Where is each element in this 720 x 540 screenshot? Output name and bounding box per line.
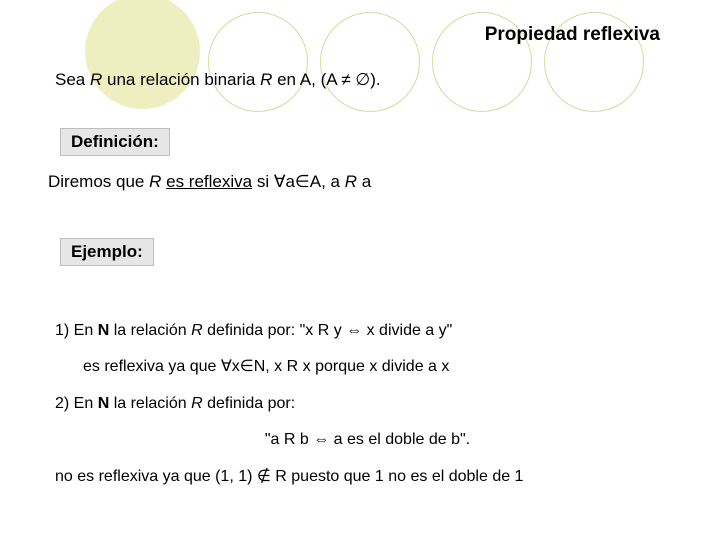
ex1-pre: En (74, 322, 98, 339)
example-label: Ejemplo: (60, 238, 154, 266)
ex2-mid: la relación (109, 395, 191, 412)
intro-pre: Sea (55, 70, 90, 89)
examples-block: 1) En N la relación R definida por: "x R… (55, 316, 680, 498)
ex1-num: 1) (55, 322, 74, 339)
ex1-mid: la relación (109, 322, 191, 339)
ex1-n: N (98, 322, 110, 339)
def-end: a (357, 172, 371, 191)
definition-label: Definición: (60, 128, 170, 156)
example-2-line3: no es reflexiva ya que (1, 1) ∉ R puesto… (55, 462, 680, 492)
def-post: si ∀a∈A, a (252, 172, 345, 191)
def-pre: Diremos que (48, 172, 149, 191)
ex2-n: N (98, 395, 110, 412)
bg-circle-filled (85, 0, 200, 109)
intro-r: R (90, 70, 102, 89)
bg-circle-3 (320, 12, 420, 112)
intro-r2: R (260, 70, 272, 89)
definition-text: Diremos que R es reflexiva si ∀a∈A, a R … (48, 172, 371, 192)
intro-rest: en A, (A ≠ ∅). (272, 70, 380, 89)
ex2-pre: En (74, 395, 98, 412)
ex1-r: R (191, 322, 203, 339)
ex2-r: R (191, 395, 203, 412)
ex2-rest: definida por: (203, 395, 296, 412)
ex1-rest: definida por: "x R y ⇔ x divide a y" (203, 322, 453, 339)
intro-mid: una relación binaria (102, 70, 260, 89)
example-2-line1: 2) En N la relación R definida por: (55, 389, 680, 419)
example-1-line1: 1) En N la relación R definida por: "x R… (55, 316, 680, 346)
ex2-num: 2) (55, 395, 74, 412)
page-title: Propiedad reflexiva (485, 24, 660, 46)
example-2-line2: "a R b ⇔ a es el doble de b". (55, 425, 680, 455)
bg-circle-2 (208, 12, 308, 112)
def-under: es reflexiva (166, 172, 252, 191)
intro-line: Sea R una relación binaria R en A, (A ≠ … (55, 70, 381, 90)
def-r: R (149, 172, 161, 191)
def-r2: R (345, 172, 357, 191)
example-1-line2: es reflexiva ya que ∀x∈N, x R x porque x… (83, 352, 680, 382)
